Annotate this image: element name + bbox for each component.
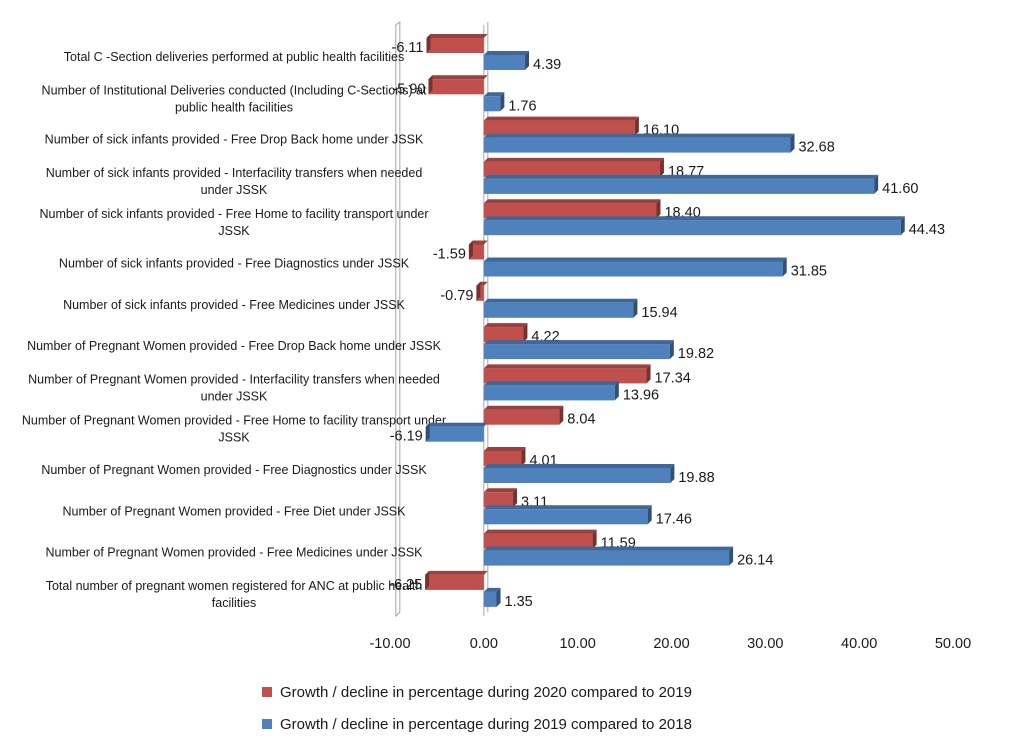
bar-2020	[428, 75, 488, 95]
data-label-2020: -1.59	[433, 247, 466, 263]
bar-2020	[483, 364, 651, 384]
legend-label-2019: Growth / decline in percentage during 20…	[280, 715, 692, 733]
data-label-2019: 19.82	[678, 346, 714, 362]
bar-2020	[425, 570, 488, 590]
data-label-2020: 8.04	[567, 412, 595, 428]
data-label-2020: -6.25	[389, 577, 422, 593]
data-label-2019: 17.46	[656, 511, 692, 527]
bar-2020	[483, 199, 661, 219]
bar-2019	[483, 133, 795, 153]
bar-2019	[483, 464, 675, 483]
legend-item-2019: Growth / decline in percentage during 20…	[262, 708, 692, 740]
data-label-2019: 4.39	[533, 57, 561, 73]
bar-2019	[483, 381, 619, 401]
bar-2020	[483, 529, 597, 549]
bar-2019	[483, 505, 652, 525]
category-label: Number of Pregnant Women provided - Free…	[41, 463, 427, 477]
data-label-2019: 15.94	[641, 305, 677, 321]
bar-2019	[425, 422, 488, 442]
category-label: Number of Pregnant Women provided - Free…	[27, 339, 442, 353]
x-tick-label: 30.00	[747, 636, 783, 652]
category-label: Number of sick infants provided - Interf…	[46, 166, 423, 197]
data-label-2019: 1.35	[505, 594, 533, 610]
bar-2019	[483, 174, 879, 194]
bar-2020	[483, 116, 639, 136]
data-label-2019: 32.68	[798, 140, 834, 156]
bar-2019	[483, 257, 787, 277]
bar-2020	[476, 281, 488, 301]
bar-2020	[483, 447, 526, 466]
legend-swatch-2019	[262, 719, 272, 729]
category-label: Number of sick infants provided - Free D…	[45, 133, 424, 147]
data-label-2020: -6.11	[392, 40, 424, 56]
data-label-2020: 17.34	[655, 370, 691, 386]
category-label: Number of Pregnant Women provided - Free…	[63, 504, 407, 518]
bar-2019	[483, 340, 674, 360]
category-label: Number of Institutional Deliveries condu…	[42, 83, 427, 114]
x-tick-label: -10.00	[369, 636, 410, 652]
x-tick-label: 0.00	[470, 636, 498, 652]
data-label-2019: 1.76	[508, 98, 536, 114]
data-label-2019: 26.14	[737, 553, 773, 569]
bar-2020	[483, 405, 564, 425]
x-tick-label: 50.00	[935, 636, 971, 652]
bar-chart: Total C -Section deliveries performed at…	[22, 21, 971, 652]
data-label-2019: 44.43	[909, 222, 945, 238]
bar-2020	[468, 240, 488, 260]
category-label: Total C -Section deliveries performed at…	[64, 50, 404, 64]
data-label-2019: -6.19	[390, 429, 423, 445]
legend-item-2020: Growth / decline in percentage during 20…	[262, 676, 692, 708]
data-label-2020: -0.79	[440, 288, 473, 304]
bar-2020	[426, 34, 488, 53]
legend: Growth / decline in percentage during 20…	[262, 676, 692, 740]
data-label-2019: 41.60	[882, 181, 918, 197]
bar-2020	[483, 157, 664, 177]
x-tick-label: 20.00	[653, 636, 689, 652]
data-label-2019: 19.88	[678, 470, 714, 486]
bar-2020	[483, 323, 528, 343]
bar-2019	[483, 587, 501, 607]
category-label: Total number of pregnant women registere…	[46, 579, 423, 610]
bar-2019	[483, 51, 530, 70]
legend-label-2020: Growth / decline in percentage during 20…	[280, 683, 692, 701]
bar-2020	[483, 488, 518, 508]
bar-2019	[483, 298, 638, 318]
category-label: Number of Pregnant Women provided - Inte…	[28, 372, 440, 403]
x-tick-label: 40.00	[841, 636, 877, 652]
category-label: Number of Pregnant Women provided - Free…	[22, 414, 446, 445]
data-label-2020: -5.90	[392, 81, 425, 97]
category-label: Number of Pregnant Women provided - Free…	[45, 546, 423, 560]
bar-2019	[483, 546, 734, 566]
bar-2019	[483, 92, 505, 112]
axis-wall	[395, 21, 401, 618]
category-label: Number of sick infants provided - Free H…	[39, 207, 428, 238]
legend-swatch-2020	[262, 687, 272, 697]
bar-2019	[483, 216, 905, 236]
category-label: Number of sick infants provided - Free M…	[63, 298, 405, 312]
x-tick-label: 10.00	[560, 636, 596, 652]
data-label-2019: 13.96	[623, 387, 659, 403]
category-label: Number of sick infants provided - Free D…	[59, 257, 410, 271]
data-label-2019: 31.85	[791, 264, 827, 280]
